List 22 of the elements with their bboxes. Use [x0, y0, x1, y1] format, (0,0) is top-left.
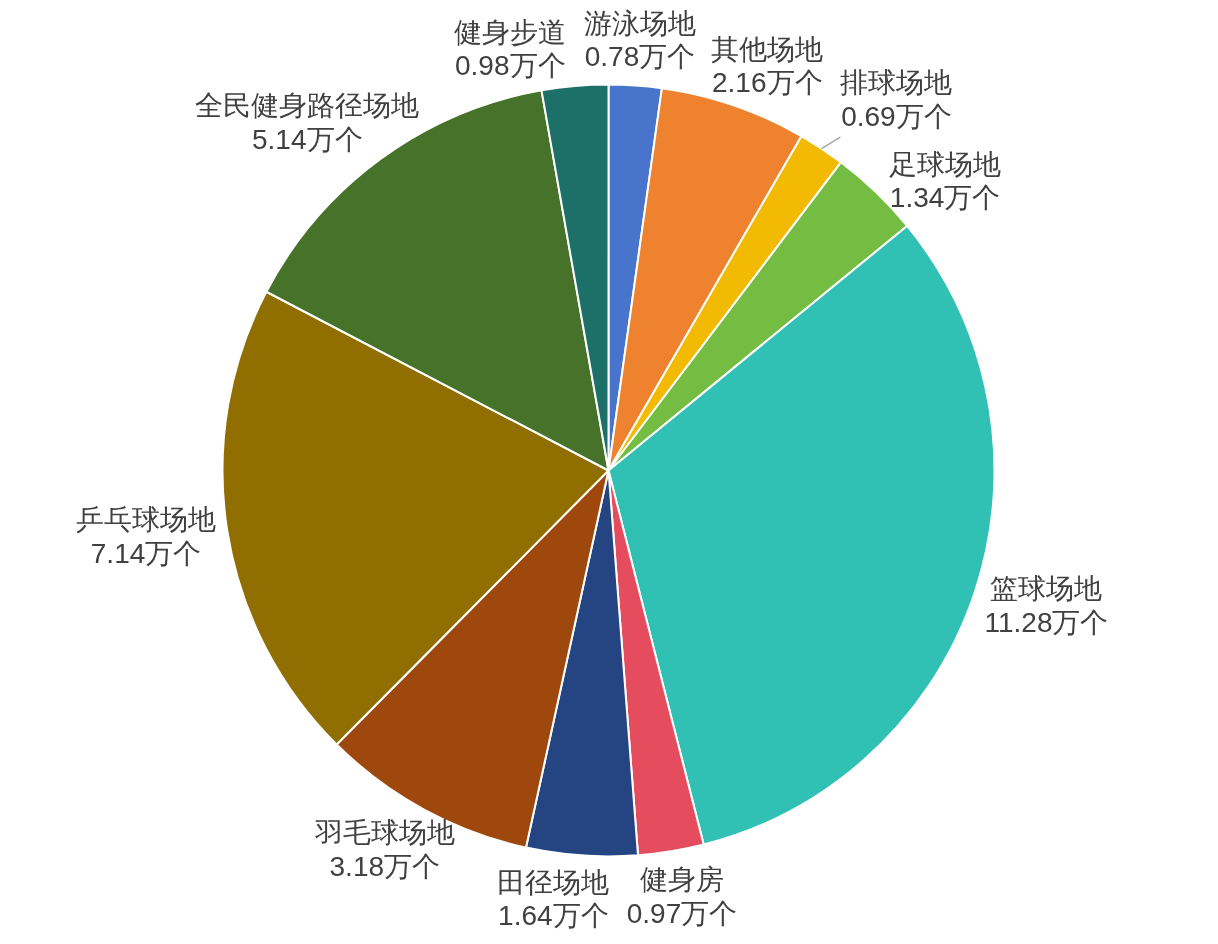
data-label: 3.18万个	[329, 850, 441, 882]
data-label: 0.98万个	[455, 50, 566, 82]
data-label: 0.97万个	[626, 897, 738, 929]
slice-label: 羽毛球场地	[313, 817, 455, 849]
slice-label: 田径场地	[497, 866, 610, 898]
data-label: 1.64万个	[498, 900, 609, 932]
slice-label: 全民健身路径场地	[195, 89, 420, 121]
slice-label: 健身步道	[454, 16, 567, 48]
slice-label: 其他场地	[711, 33, 824, 65]
slice-label: 游泳场地	[583, 7, 696, 39]
data-label: 0.78万个	[584, 41, 696, 73]
data-label: 5.14万个	[252, 123, 363, 155]
slice-label: 乒乓球场地	[76, 504, 217, 536]
data-label: 1.34万个	[889, 182, 1001, 214]
slice-label: 排球场地	[840, 67, 953, 99]
data-label: 7.14万个	[90, 537, 202, 569]
slice-label: 足球场地	[889, 148, 1002, 180]
data-label: 11.28万个	[984, 606, 1109, 638]
data-label: 2.16万个	[712, 67, 823, 99]
slice-label: 篮球场地	[990, 573, 1103, 605]
slice-label: 健身房	[639, 864, 724, 896]
data-label: 0.69万个	[841, 100, 952, 132]
